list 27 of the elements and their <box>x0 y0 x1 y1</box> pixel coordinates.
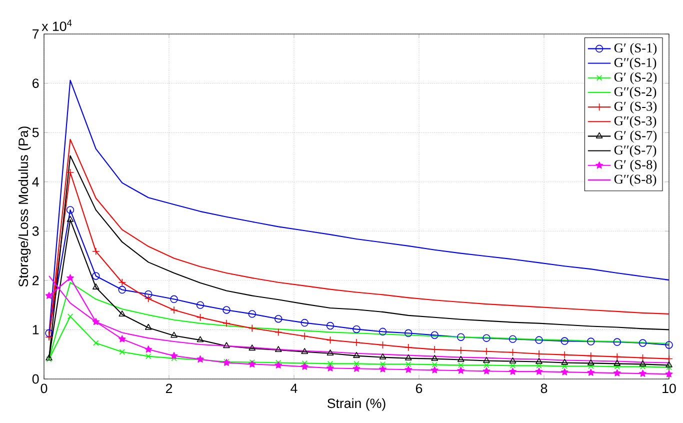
x-tick-label: 8 <box>540 384 548 394</box>
y-tick-label: 3 <box>32 226 39 236</box>
x-tick-label: 0 <box>40 384 48 394</box>
legend-label: G′ (S-1) <box>614 43 657 56</box>
legend-label: G′′(S-1) <box>614 58 656 70</box>
y-tick-label: 0 <box>32 374 39 384</box>
legend-label: G′ (S-7) <box>614 130 657 143</box>
x-axis-title: Strain (%) <box>327 398 386 411</box>
y-tick-label: 5 <box>32 128 39 138</box>
y-tick-label: 4 <box>32 177 39 186</box>
y-tick-label: 6 <box>32 78 39 88</box>
y-tick-label: 2 <box>32 276 39 286</box>
x-tick-label: 6 <box>416 384 422 394</box>
legend-label: G′′(S-3) <box>614 116 656 128</box>
legend-label: G′ (S-2) <box>614 72 657 84</box>
x-tick-label: 10 <box>662 384 676 394</box>
legend-label: G′ (S-8) <box>614 160 657 172</box>
y-axis-title: Storage/Loss Modulus (Pa) <box>18 126 31 287</box>
x-tick-label: 4 <box>290 384 298 393</box>
legend-label: G′′(S-2) <box>614 86 656 99</box>
text: x 10$^{4}$ <box>42 20 72 32</box>
legend-label: G′ (S-3) <box>614 101 657 114</box>
y-tick-label: 7 <box>32 29 39 39</box>
legend-label: G′′(S-7) <box>614 145 656 158</box>
legend-label: G′′(S-8) <box>614 174 656 186</box>
y-tick-label: 1 <box>32 325 39 334</box>
x-tick-label: 2 <box>166 384 172 394</box>
